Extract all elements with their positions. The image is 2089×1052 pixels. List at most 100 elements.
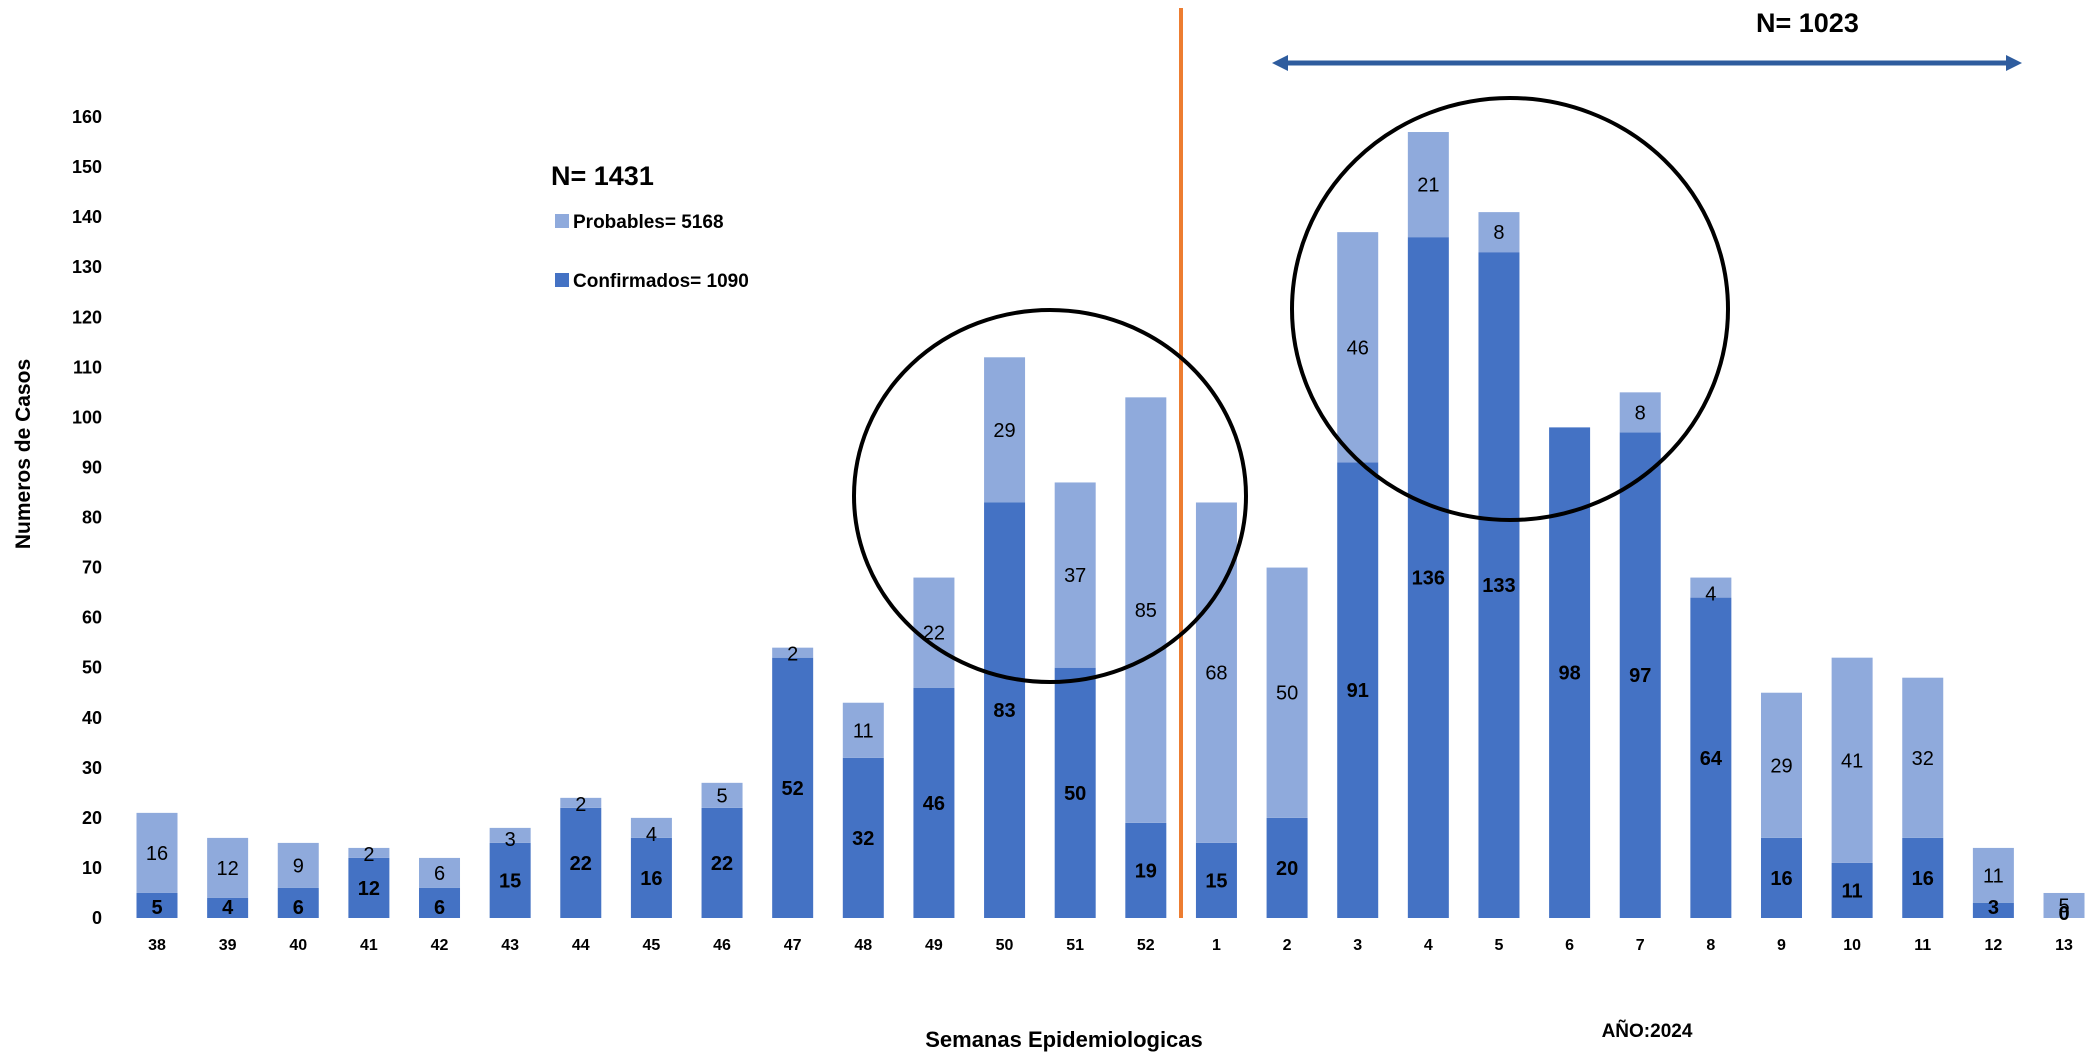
x-tick-label: 6 [1565, 937, 1574, 954]
data-label-confirmados: 16 [1912, 868, 1934, 890]
data-label-confirmados: 5 [151, 897, 162, 919]
y-axis-title: Numeros de Casos [12, 359, 35, 549]
data-label-probables: 68 [1205, 663, 1227, 685]
data-label-confirmados: 6 [434, 897, 445, 919]
bar-confirmados [1902, 837, 1944, 918]
bar-confirmados [984, 502, 1026, 918]
x-tick-label: 39 [219, 937, 237, 954]
y-tick-label: 40 [82, 708, 102, 728]
data-label-probables: 32 [1912, 748, 1934, 770]
bar-confirmados [1125, 822, 1167, 918]
x-tick-label: 4 [1424, 937, 1433, 954]
data-label-confirmados: 32 [852, 828, 874, 850]
bar-confirmados [1266, 817, 1308, 918]
x-tick-label: 52 [1137, 937, 1155, 954]
year-label: AÑO:2024 [1602, 1020, 1693, 1042]
x-tick-label: 45 [643, 937, 661, 954]
data-label-probables: 5 [2058, 895, 2069, 917]
bar-probables [984, 357, 1026, 503]
bar-probables [913, 577, 955, 688]
y-tick-label: 0 [92, 908, 102, 928]
bar-confirmados [348, 857, 390, 918]
highlight-circle-left [852, 308, 1248, 684]
x-tick-label: 7 [1636, 937, 1645, 954]
bar-probables [1266, 567, 1308, 818]
legend-swatch-probables [555, 214, 569, 228]
x-axis: 38 39 40 41 42 43 44 45 46 47 48 49 50 51 52 1 2 3 4 5 6 7 8 9 1… [148, 937, 2073, 954]
x-axis-title: Semanas Epidemiologicas [925, 1027, 1203, 1052]
data-label-confirmados: 12 [358, 878, 380, 900]
y-tick-label: 130 [72, 257, 102, 277]
bar-confirmados [1407, 237, 1449, 918]
data-label-probables: 46 [1347, 337, 1369, 359]
data-label-confirmados: 20 [1276, 858, 1298, 880]
bar-probables [1478, 212, 1520, 253]
x-tick-label: 42 [431, 937, 449, 954]
bar-probables [136, 812, 178, 893]
x-tick-label: 3 [1353, 937, 1362, 954]
data-label-probables: 41 [1841, 750, 1863, 772]
y-tick-label: 90 [82, 457, 102, 477]
data-label-confirmados: 3 [1988, 897, 1999, 919]
data-label-probables: 11 [853, 720, 874, 742]
x-tick-label: 13 [2055, 937, 2073, 954]
data-label-probables: 2 [363, 844, 374, 866]
data-label-probables: 21 [1417, 175, 1439, 197]
data-label-confirmados: 91 [1347, 680, 1369, 702]
legend-swatch-confirmados [555, 273, 569, 287]
data-label-confirmados: 98 [1558, 663, 1580, 685]
y-tick-label: 70 [82, 558, 102, 578]
data-label-confirmados: 136 [1412, 568, 1445, 590]
data-label-probables: 8 [1493, 222, 1504, 244]
bar-probables [1195, 502, 1237, 843]
y-tick-label: 100 [72, 407, 102, 427]
bar-confirmados [560, 807, 602, 918]
bar-confirmados [1478, 252, 1520, 918]
data-label-confirmados: 15 [1205, 870, 1227, 892]
bar-confirmados [1054, 667, 1096, 918]
bar-confirmados [419, 887, 461, 918]
data-label-confirmados: 64 [1700, 748, 1723, 770]
data-label-confirmados: 16 [640, 868, 662, 890]
data-label-confirmados: 50 [1064, 783, 1086, 805]
bar-probables [630, 817, 672, 838]
data-label-confirmados: 22 [570, 853, 592, 875]
x-tick-label: 1 [1212, 937, 1221, 954]
bar-probables [1760, 692, 1802, 838]
data-label-confirmados: 4 [222, 897, 234, 919]
bar-confirmados [1972, 902, 2014, 918]
x-tick-label: 48 [854, 937, 872, 954]
x-tick-label: 44 [572, 937, 590, 954]
bar-probables [842, 702, 884, 758]
data-label-probables: 6 [434, 863, 445, 885]
y-tick-label: 160 [72, 107, 102, 127]
y-tick-label: 10 [82, 858, 102, 878]
x-tick-label: 11 [1914, 937, 1931, 954]
data-label-confirmados: 22 [711, 853, 733, 875]
data-label-confirmados: 52 [782, 778, 804, 800]
x-tick-label: 49 [925, 937, 943, 954]
data-label-probables: 29 [993, 420, 1015, 442]
y-tick-label: 140 [72, 207, 102, 227]
data-label-confirmados: 15 [499, 870, 521, 892]
bar-confirmados [1337, 462, 1379, 918]
x-tick-label: 2 [1283, 937, 1292, 954]
highlight-circle-right [1290, 96, 1730, 522]
data-label-confirmados: 6 [293, 897, 304, 919]
bar-probables [2043, 892, 2085, 918]
data-label-probables: 5 [716, 785, 727, 807]
data-label-probables: 22 [923, 623, 945, 645]
data-label-probables: 11 [1983, 865, 2004, 887]
data-label-confirmados: 11 [1842, 880, 1863, 902]
data-label-probables: 4 [646, 824, 657, 846]
bar-confirmados [1619, 432, 1661, 918]
data-label-confirmados: 19 [1135, 860, 1157, 882]
x-tick-label: 9 [1777, 937, 1786, 954]
y-tick-label: 30 [82, 758, 102, 778]
range-arrow-left-head [1272, 55, 1288, 71]
bar-probables [1619, 392, 1661, 433]
data-label-confirmados: 46 [923, 793, 945, 815]
bar-probables [560, 797, 602, 808]
